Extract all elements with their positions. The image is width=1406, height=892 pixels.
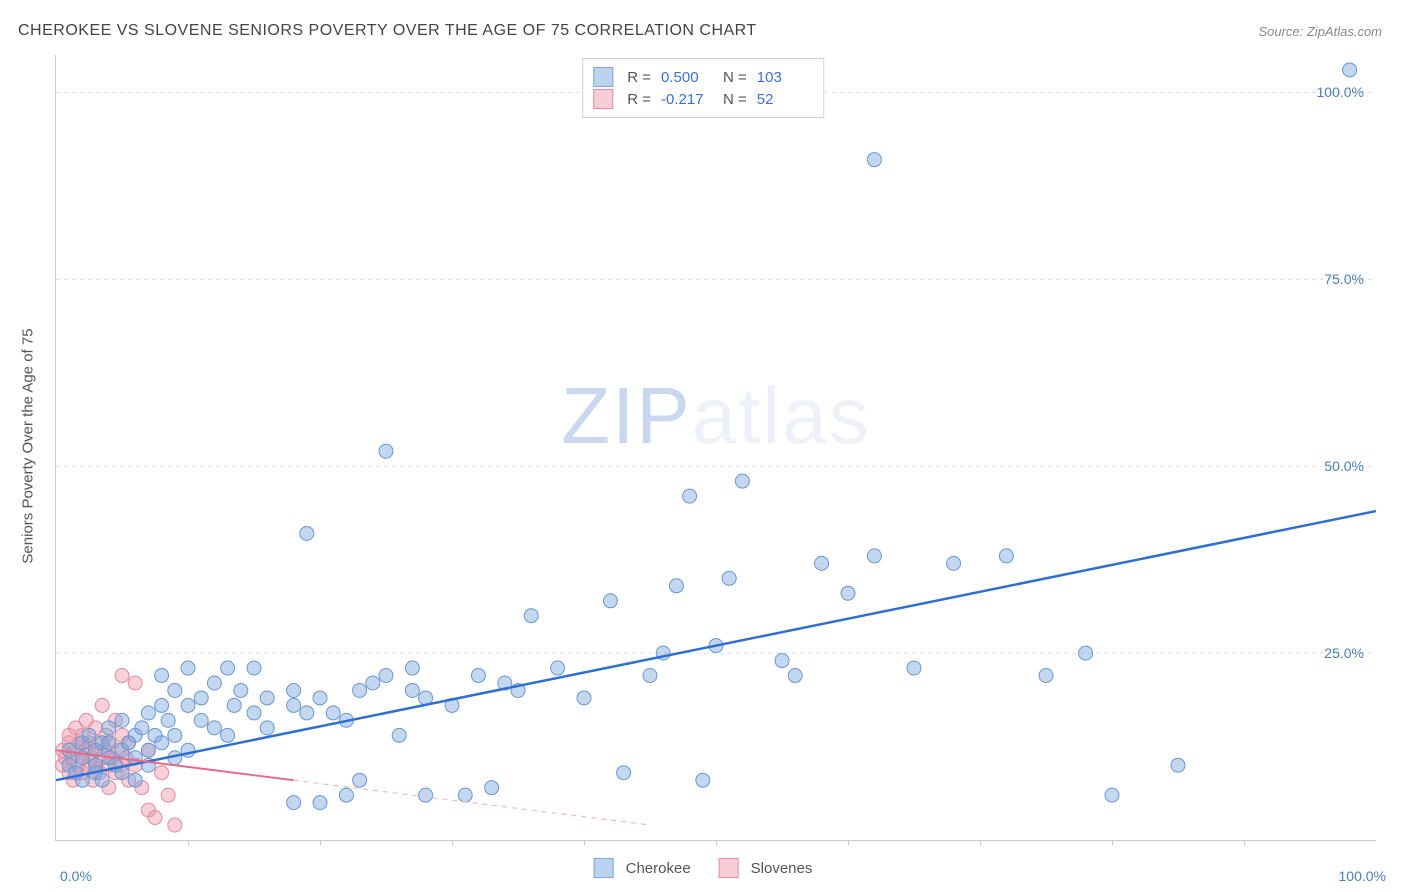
legend-label: Cherokee: [626, 860, 691, 877]
y-tick-label: 75.0%: [1324, 271, 1364, 287]
plot-svg: [56, 55, 1376, 840]
chart-title: CHEROKEE VS SLOVENE SENIORS POVERTY OVER…: [18, 22, 757, 40]
plot-area: ZIPatlas 25.0%50.0%75.0%100.0%: [55, 55, 1376, 841]
bottom-legend: Cherokee Slovenes: [594, 858, 813, 878]
source-attribution: Source: ZipAtlas.com: [1258, 24, 1382, 39]
x-tick-max: 100.0%: [1339, 868, 1386, 884]
y-tick-label: 50.0%: [1324, 458, 1364, 474]
legend-swatch: [594, 858, 614, 878]
y-axis-label: Seniors Poverty Over the Age of 75: [20, 328, 37, 563]
legend-item: Cherokee: [594, 858, 691, 878]
legend-swatch: [593, 89, 613, 109]
legend-label: Slovenes: [751, 860, 813, 877]
y-tick-label: 100.0%: [1317, 84, 1364, 100]
legend-swatch: [593, 67, 613, 87]
stats-legend-row: R =-0.217N =52: [593, 89, 809, 109]
legend-item: Slovenes: [719, 858, 813, 878]
stats-legend: R =0.500N =103R =-0.217N =52: [582, 58, 824, 118]
legend-swatch: [719, 858, 739, 878]
x-tick-min: 0.0%: [60, 868, 92, 884]
y-tick-label: 25.0%: [1324, 645, 1364, 661]
stats-legend-row: R =0.500N =103: [593, 67, 809, 87]
